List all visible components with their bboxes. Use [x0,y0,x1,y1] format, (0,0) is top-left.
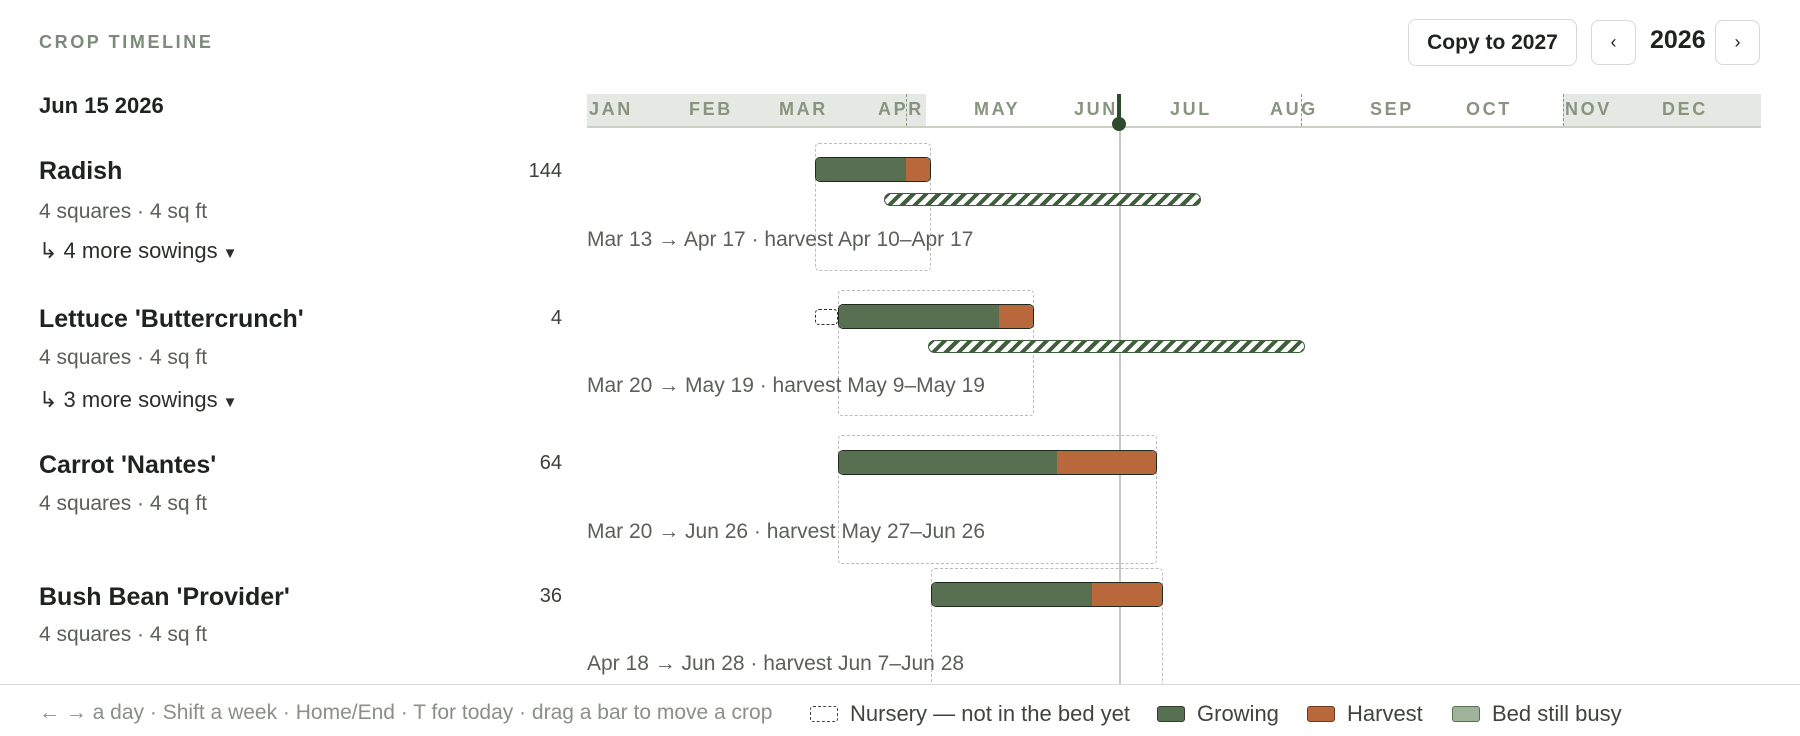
crop-count-lettuce: 4 [550,307,562,329]
more-sowings-toggle-radish[interactable]: ↳ 4 more sowings ▼ [39,238,237,264]
month-mar: MAR [779,99,828,119]
today-line [1119,126,1121,686]
harvest-segment [1057,451,1156,474]
legend-growing: Growing [1157,701,1279,727]
harvest-swatch-icon [1307,706,1335,722]
crop-name-bush-bean[interactable]: Bush Bean 'Provider' [39,583,290,611]
legend-nursery-label: Nursery — not in the bed yet [850,701,1131,726]
crop-meta-lettuce: 4 squares · 4 sq ft [39,346,208,369]
growing-segment [816,158,906,181]
legend-nursery: Nursery — not in the bed yet [810,701,1130,727]
frost-marker-fall [1563,94,1564,126]
month-aug: AUG [1270,99,1318,119]
crop-range-text-carrot: Mar 20 → Jun 26 · harvest May 27–Jun 26 [587,520,986,543]
year-label: 2026 [1650,26,1706,54]
footer-divider [0,684,1800,685]
legend-bed-busy-label: Bed still busy [1492,701,1622,726]
month-nov: NOV [1565,99,1612,119]
harvest-segment [999,305,1033,328]
crop-bar-bush-bean[interactable] [931,582,1163,607]
caret-down-icon: ▼ [222,245,238,262]
crop-bar-lettuce[interactable] [838,304,1034,329]
crop-range-text-lettuce: Mar 20 → May 19 · harvest May 9–May 19 [587,374,985,397]
harvest-segment [906,158,930,181]
today-marker-dot[interactable] [1112,117,1126,131]
bed-busy-bar-lettuce [928,340,1305,353]
bed-busy-swatch-icon [1452,706,1480,722]
more-sowings-toggle-lettuce[interactable]: ↳ 3 more sowings ▼ [39,387,237,413]
nursery-bar-lettuce[interactable] [815,309,838,325]
crop-count-bush-bean: 36 [539,585,562,607]
crop-meta-radish: 4 squares · 4 sq ft [39,200,208,223]
legend-bed-busy: Bed still busy [1452,701,1622,727]
crop-count-radish: 144 [528,160,562,182]
next-year-button[interactable]: › [1715,20,1760,65]
growing-segment [839,305,999,328]
month-dec: DEC [1662,99,1708,119]
crop-bar-carrot[interactable] [838,450,1157,475]
frost-marker-spring [906,94,907,126]
bed-busy-bar-radish [884,193,1201,206]
footer-bar [0,685,1800,736]
more-sowings-label: ↳ 4 more sowings [39,238,218,263]
growing-swatch-icon [1157,706,1185,722]
month-jul: JUL [1170,99,1212,119]
month-oct: OCT [1466,99,1512,119]
crop-meta-bush-bean: 4 squares · 4 sq ft [39,623,208,646]
crop-bar-radish[interactable] [815,157,931,182]
crop-count-carrot: 64 [539,452,562,474]
growing-segment [932,583,1092,606]
current-date-label: Jun 15 2026 [39,93,164,118]
nursery-swatch-icon [810,706,838,722]
month-apr: APR [878,99,924,119]
axis-baseline [587,126,1761,128]
crop-range-box-lettuce [838,290,1034,416]
harvest-segment [1092,583,1162,606]
today-handle[interactable] [1117,94,1121,124]
growing-segment [839,451,1057,474]
caret-down-icon: ▼ [222,394,238,411]
month-feb: FEB [689,99,733,119]
legend-growing-label: Growing [1197,701,1279,726]
crop-range-text-bush-bean: Apr 18 → Jun 28 · harvest Jun 7–Jun 28 [587,652,965,675]
crop-name-lettuce[interactable]: Lettuce 'Buttercrunch' [39,305,304,333]
frost-marker-summer [1301,94,1302,126]
page-title: CROP TIMELINE [39,32,214,52]
copy-to-next-year-button[interactable]: Copy to 2027 [1408,19,1577,66]
crop-range-box-radish [815,143,931,271]
axis-shade-late [1563,94,1761,126]
crop-range-text-radish: Mar 13 → Apr 17 · harvest Apr 10–Apr 17 [587,228,974,251]
month-may: MAY [974,99,1021,119]
month-sep: SEP [1370,99,1414,119]
more-sowings-label: ↳ 3 more sowings [39,387,218,412]
previous-year-button[interactable]: ‹ [1591,20,1636,65]
crop-name-carrot[interactable]: Carrot 'Nantes' [39,451,217,479]
axis-shade-early [587,94,926,126]
month-jan: JAN [589,99,633,119]
crop-name-radish[interactable]: Radish [39,157,123,185]
keyboard-hint: ← → a day · Shift a week · Home/End · T … [39,701,773,724]
month-jun: JUN [1074,99,1118,119]
legend-harvest: Harvest [1307,701,1423,727]
legend-harvest-label: Harvest [1347,701,1423,726]
crop-range-box-carrot [838,435,1157,564]
crop-meta-carrot: 4 squares · 4 sq ft [39,492,208,515]
